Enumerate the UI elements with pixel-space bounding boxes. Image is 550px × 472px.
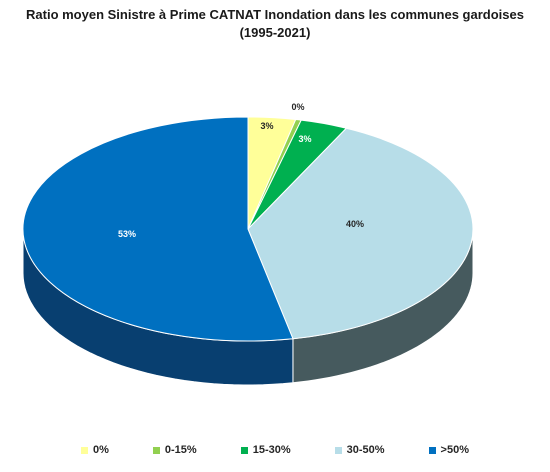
legend-item-1: 0-15% (152, 444, 197, 456)
chart-title-line1: Ratio moyen Sinistre à Prime CATNAT Inon… (26, 7, 524, 22)
legend: 0% 0-15% 15-30% 30-50% >50% (0, 444, 550, 456)
legend-item-2: 15-30% (240, 444, 291, 456)
legend-label-4: >50% (440, 444, 469, 456)
legend-swatch-3 (334, 446, 342, 454)
data-label-3: 40% (346, 219, 364, 229)
legend-label-3: 30-50% (346, 444, 385, 456)
data-label-4: 53% (118, 229, 136, 239)
data-label-2: 3% (298, 134, 311, 144)
legend-item-3: 30-50% (334, 444, 385, 456)
chart-title: Ratio moyen Sinistre à Prime CATNAT Inon… (0, 6, 550, 42)
data-label-0: 3% (260, 121, 273, 131)
legend-label-2: 15-30% (252, 444, 291, 456)
legend-swatch-1 (152, 446, 160, 454)
legend-swatch-2 (240, 446, 248, 454)
pie-slice-3 (247, 127, 474, 340)
chart-title-line2: (1995-2021) (239, 25, 311, 40)
legend-label-1: 0-15% (164, 444, 197, 456)
legend-swatch-0 (81, 446, 88, 454)
legend-swatch-4 (428, 446, 436, 454)
legend-item-4: >50% (428, 444, 469, 456)
legend-item-0: 0% (81, 444, 109, 456)
pie-slice-4 (22, 116, 294, 342)
data-label-1: 0% (291, 102, 304, 112)
legend-label-0: 0% (93, 444, 109, 456)
